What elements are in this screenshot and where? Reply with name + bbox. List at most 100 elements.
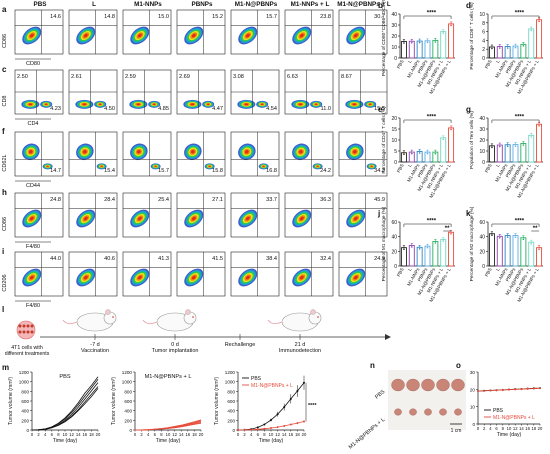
- density-contour: [261, 103, 264, 106]
- x-tick-label: 18: [192, 432, 197, 437]
- data-point: [426, 41, 429, 44]
- tumor-treated: [439, 408, 447, 416]
- gate-value: 15.7: [158, 168, 169, 174]
- y-tick-label: 1200: [225, 370, 236, 375]
- x-tick-label: 12: [275, 432, 280, 437]
- y-tick-label: 800: [124, 389, 132, 394]
- y-tick-label: 6: [482, 30, 485, 36]
- gate-value: 8.67: [341, 74, 352, 80]
- density-contour: [299, 33, 304, 38]
- flow-plot: 36.3: [284, 192, 334, 238]
- x-tick-label: 12: [172, 432, 177, 437]
- density-blob: [76, 268, 96, 287]
- panel-letter: n: [370, 361, 375, 370]
- data-point: [403, 153, 405, 156]
- y-tick-label: 20: [479, 249, 485, 255]
- density-contour: [29, 150, 33, 154]
- gate-value: 2.59: [125, 74, 136, 80]
- flow-plot: 2.50 4.23: [14, 69, 64, 115]
- sig-label: ****: [308, 403, 317, 409]
- data-point: [434, 242, 437, 244]
- x-tick-label: PBS: [396, 163, 405, 173]
- x-axis-label: Time (day): [156, 438, 181, 444]
- sig-label: ****: [515, 219, 525, 225]
- gate-value: 15.2: [212, 14, 223, 20]
- gate-value: 24.9: [374, 256, 385, 262]
- density-contour: [298, 103, 303, 106]
- x-tick-label: 18: [295, 432, 300, 437]
- density-contour: [29, 33, 34, 38]
- mouse-ear: [310, 309, 316, 315]
- y-axis-label: Tumor volume (mm³): [8, 377, 14, 425]
- density-blob: [292, 143, 310, 161]
- data-point: [530, 242, 533, 245]
- flow-ylabel: CD62L: [2, 154, 8, 171]
- x-tick-label: 8: [502, 426, 505, 431]
- gate-value: 41.3: [158, 256, 169, 262]
- data-point: [442, 138, 445, 141]
- timeline-step: Immunodetection: [279, 348, 321, 354]
- bar-chart: e 0 5 10 15 20 Percentage of CD4⁺ T cells (%) P…: [378, 105, 455, 199]
- density-contour: [46, 165, 49, 167]
- flow-plot: 16.8: [230, 131, 280, 177]
- data-point: [483, 389, 486, 392]
- timeline-arrowhead: [385, 334, 391, 340]
- data-point: [530, 29, 533, 32]
- x-tick-label: 2: [243, 432, 246, 437]
- x-tick-label: 16: [185, 432, 190, 437]
- flow-plot: 45.9: [338, 192, 388, 238]
- x-tick-label: PBS: [396, 59, 405, 69]
- gate-value: 27.1: [212, 197, 223, 203]
- data-point: [530, 136, 533, 138]
- density-blob: [310, 100, 323, 108]
- y-tick-label: 400: [21, 409, 29, 414]
- mouse-eye: [317, 316, 319, 318]
- density-contour: [82, 103, 87, 106]
- x-tick-label: 10: [63, 432, 68, 437]
- group-header: M1-NNPs: [134, 1, 162, 8]
- y-tick-label: 0: [394, 264, 397, 270]
- density-contour: [299, 216, 304, 221]
- cell-dot: [18, 330, 22, 334]
- data-point: [522, 238, 525, 241]
- x-tick-label: 16: [288, 432, 293, 437]
- tumor-photo: n PBS M1-N@PBNPs + L 1 cm: [348, 361, 466, 451]
- tumor-treated: [424, 408, 432, 416]
- gate-value: 25.4: [158, 197, 169, 203]
- panel-letter: d: [466, 1, 471, 10]
- gate-value: 3.08: [233, 74, 244, 80]
- y-tick-label: 600: [21, 399, 29, 404]
- flow-plot-frame: [14, 251, 64, 297]
- x-tick-label: L: [495, 267, 501, 272]
- y-tick-label: 200: [227, 418, 235, 423]
- bar: [424, 40, 431, 59]
- timeline-day: 21 d: [295, 342, 306, 348]
- density-contour: [137, 275, 142, 280]
- data-point: [522, 45, 525, 47]
- y-tick-label: 20: [391, 116, 397, 122]
- density-blob: [292, 209, 312, 228]
- y-axis-label: Percentage of CD8⁺ T cells (%): [469, 2, 475, 70]
- density-blob: [258, 163, 269, 170]
- mouse-ear: [105, 309, 111, 315]
- density-contour: [353, 275, 358, 280]
- data-point: [514, 145, 517, 147]
- gate-value: 4.50: [104, 106, 115, 112]
- tumor-pbs: [391, 378, 405, 392]
- density-contour: [29, 216, 34, 221]
- y-tick-label: 200: [21, 418, 29, 423]
- data-point: [442, 240, 445, 242]
- density-contour: [28, 103, 33, 106]
- data-point: [532, 387, 535, 390]
- y-tick-label: 30: [391, 23, 397, 29]
- panel-letter: k: [466, 209, 471, 218]
- y-tick-label: 10: [479, 12, 485, 18]
- y-tick-label: 30: [479, 127, 485, 133]
- y-tick-label: 4: [482, 38, 485, 44]
- x-tick-label: 18: [531, 426, 536, 431]
- mouse-tail: [267, 319, 283, 324]
- cell-dot: [30, 324, 34, 328]
- density-blob: [75, 99, 94, 109]
- data-point: [506, 236, 509, 238]
